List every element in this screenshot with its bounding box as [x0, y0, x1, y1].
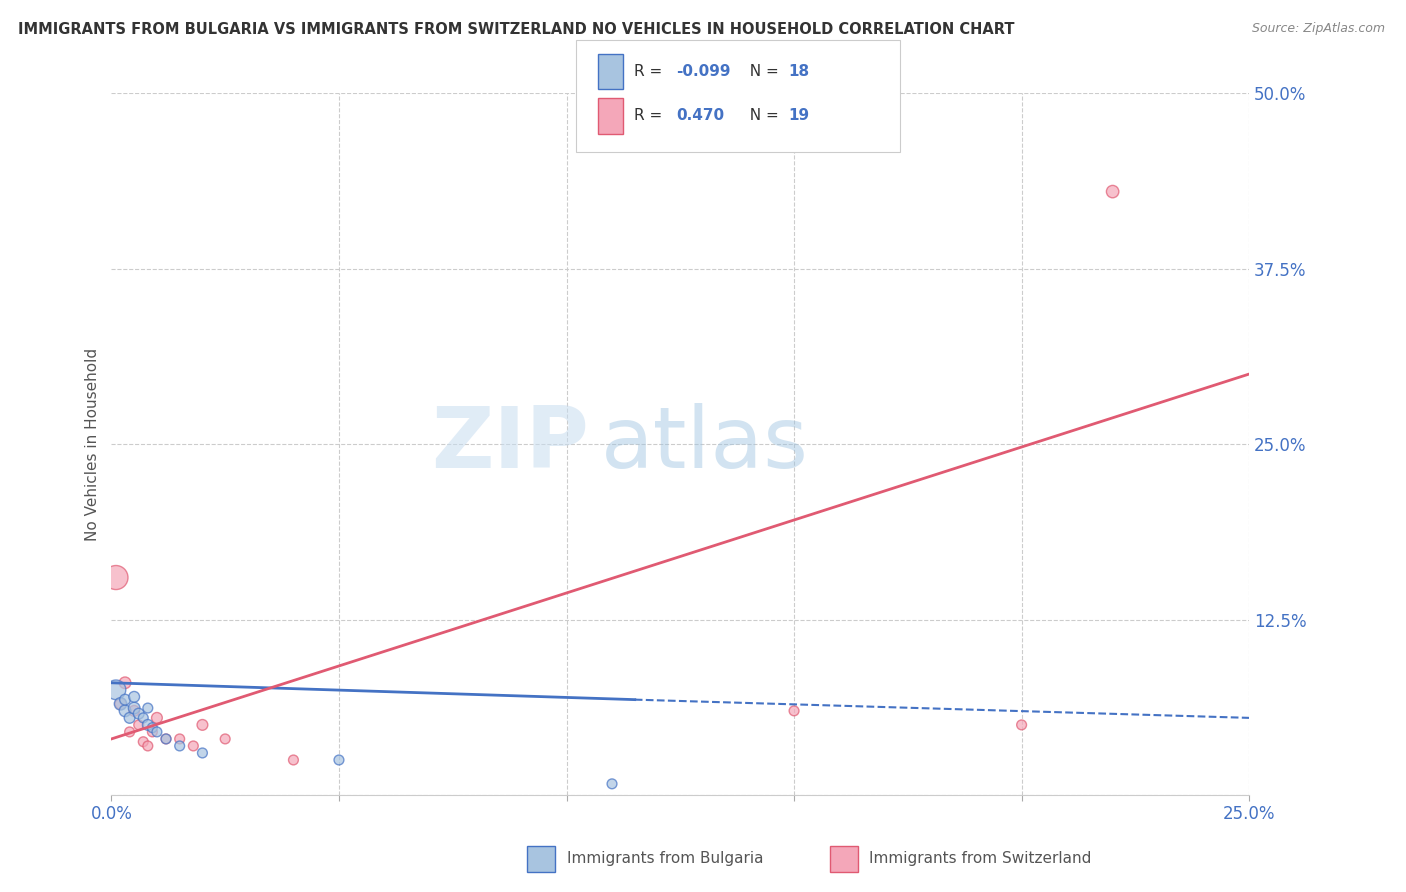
Text: R =: R =	[634, 64, 668, 78]
Point	[146, 711, 169, 725]
Point	[155, 731, 177, 746]
Text: 19: 19	[789, 109, 810, 123]
Point	[122, 704, 145, 718]
Point	[114, 704, 136, 718]
Text: -0.099: -0.099	[676, 64, 731, 78]
Point	[146, 725, 169, 739]
Text: 18: 18	[789, 64, 810, 78]
Point	[132, 711, 155, 725]
Point	[783, 704, 806, 718]
Y-axis label: No Vehicles in Household: No Vehicles in Household	[86, 348, 100, 541]
Point	[128, 718, 150, 732]
Point	[328, 753, 350, 767]
Text: N =: N =	[740, 109, 783, 123]
Text: ZIP: ZIP	[432, 402, 589, 486]
Point	[191, 746, 214, 760]
Point	[283, 753, 305, 767]
Point	[183, 739, 205, 753]
Text: Immigrants from Switzerland: Immigrants from Switzerland	[869, 852, 1091, 866]
Text: IMMIGRANTS FROM BULGARIA VS IMMIGRANTS FROM SWITZERLAND NO VEHICLES IN HOUSEHOLD: IMMIGRANTS FROM BULGARIA VS IMMIGRANTS F…	[18, 22, 1015, 37]
Point	[114, 675, 136, 690]
Point	[128, 706, 150, 721]
Point	[169, 731, 191, 746]
Point	[155, 731, 177, 746]
Point	[169, 739, 191, 753]
Text: 0.470: 0.470	[676, 109, 724, 123]
Point	[122, 701, 145, 715]
Text: Source: ZipAtlas.com: Source: ZipAtlas.com	[1251, 22, 1385, 36]
Point	[118, 711, 141, 725]
Point	[132, 735, 155, 749]
Point	[1011, 718, 1033, 732]
Point	[600, 777, 623, 791]
Point	[114, 692, 136, 706]
Text: Immigrants from Bulgaria: Immigrants from Bulgaria	[567, 852, 763, 866]
Point	[110, 697, 132, 711]
Point	[104, 570, 127, 584]
Point	[141, 721, 163, 735]
Point	[141, 725, 163, 739]
Point	[122, 690, 145, 704]
Point	[136, 701, 159, 715]
Point	[136, 739, 159, 753]
Text: R =: R =	[634, 109, 672, 123]
Point	[110, 697, 132, 711]
Point	[104, 682, 127, 697]
Point	[136, 718, 159, 732]
Point	[191, 718, 214, 732]
Point	[214, 731, 236, 746]
Point	[1101, 185, 1123, 199]
Text: atlas: atlas	[600, 402, 808, 486]
Point	[118, 725, 141, 739]
Text: N =: N =	[740, 64, 783, 78]
